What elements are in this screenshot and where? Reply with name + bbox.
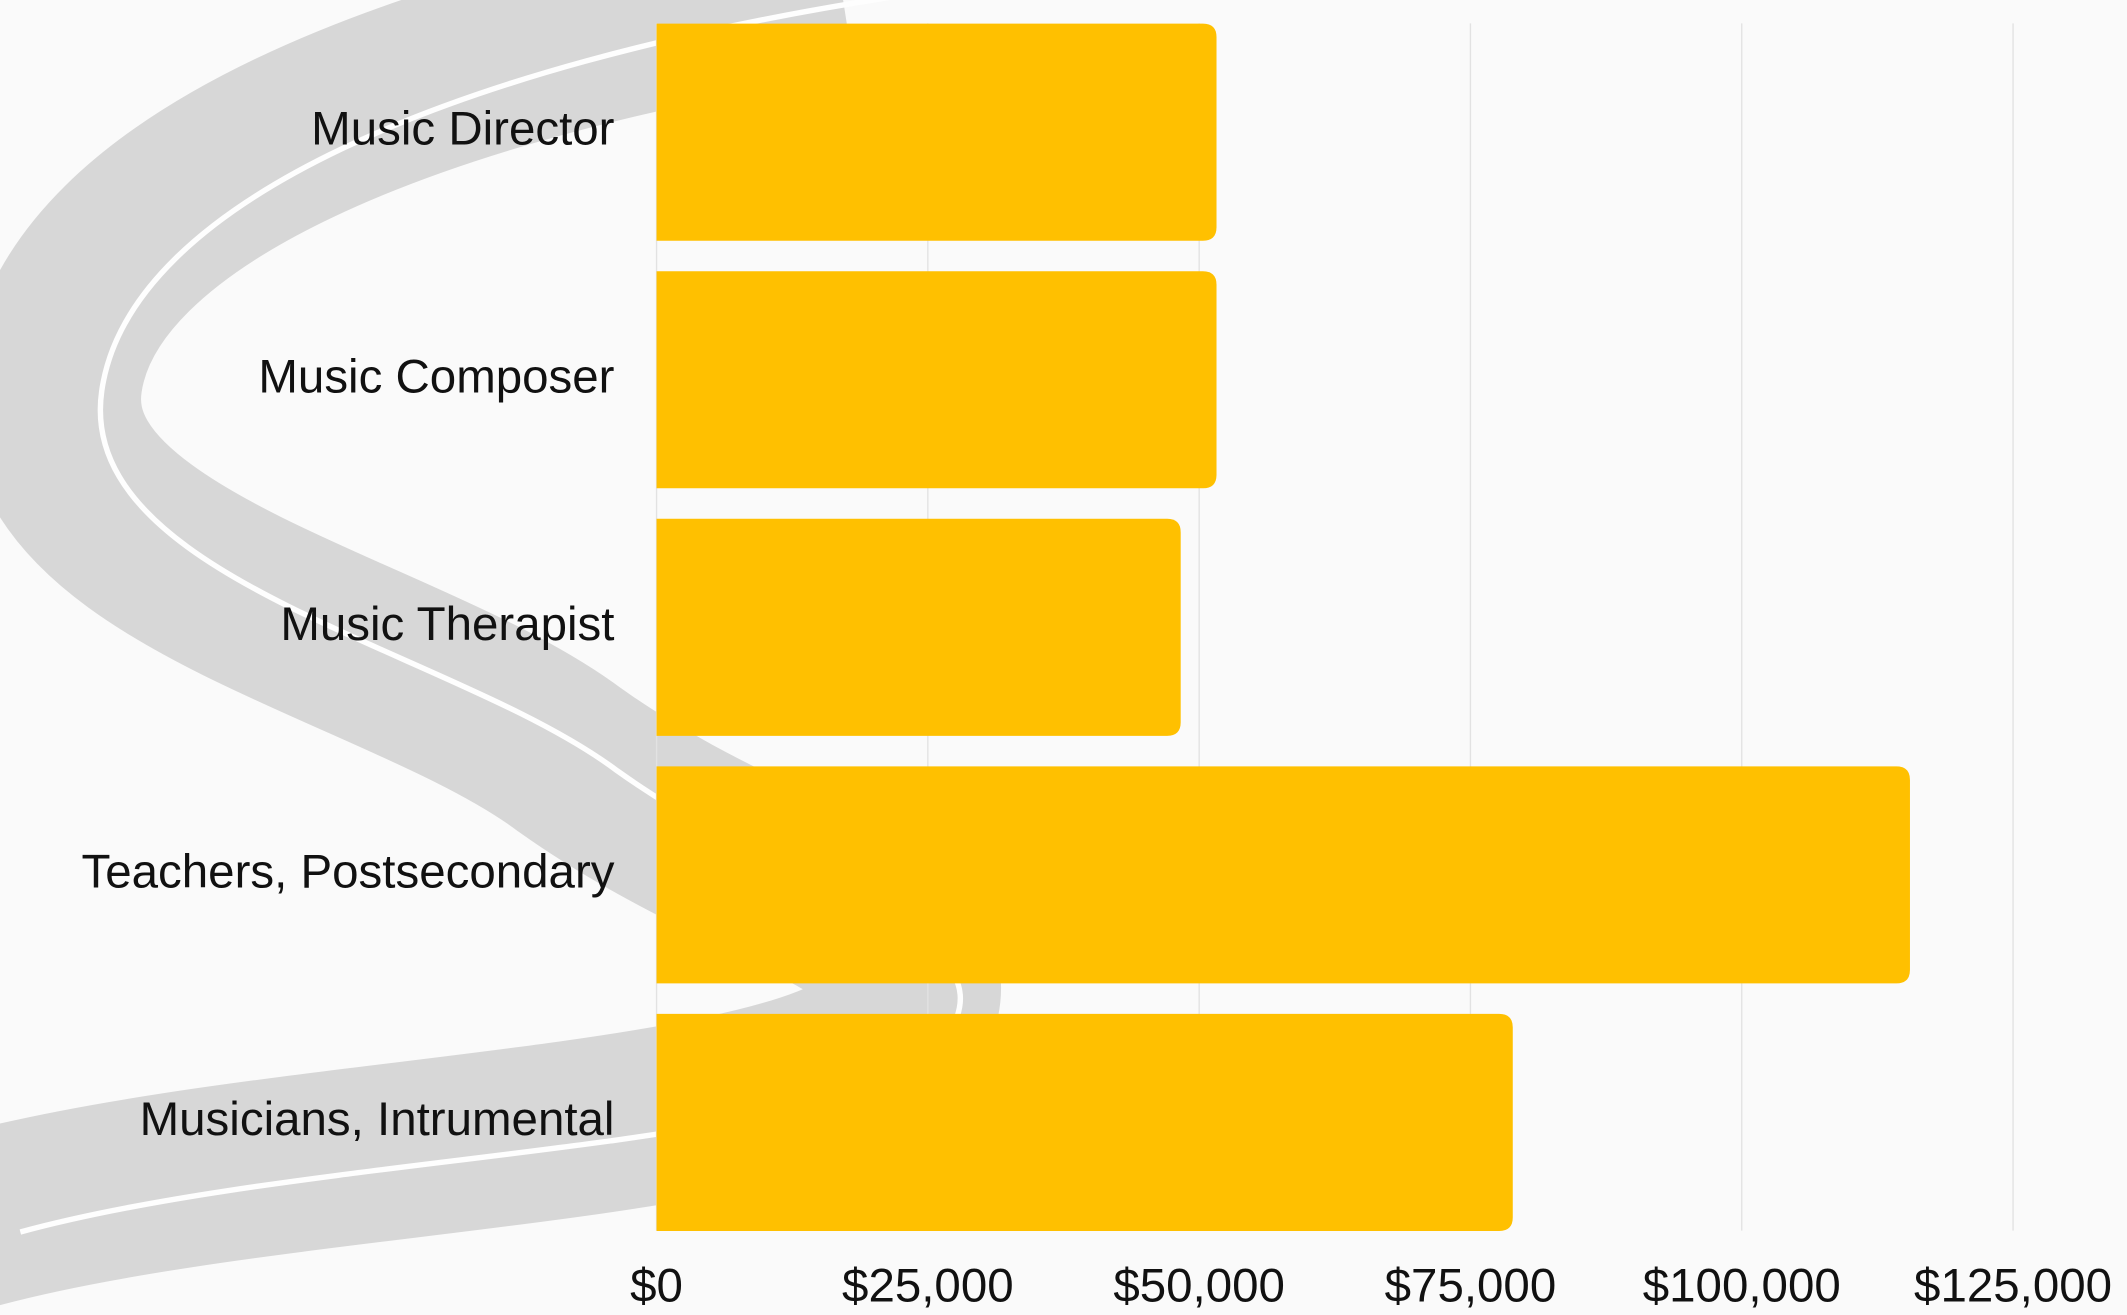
bar	[657, 24, 1217, 241]
x-tick-label: $125,000	[1914, 1260, 2112, 1313]
bar	[657, 519, 1181, 736]
chart: $0 $25,000 $50,000 $75,000 $100,000 $125,000 M…	[0, 0, 2127, 1315]
x-tick-label: $25,000	[842, 1260, 1014, 1313]
y-tick-label: Teachers, Postsecondary	[82, 845, 615, 898]
bar	[657, 271, 1217, 488]
x-tick-label: $50,000	[1113, 1260, 1285, 1313]
x-tick-label: $100,000	[1643, 1260, 1841, 1313]
x-tick-label: $75,000	[1385, 1260, 1557, 1313]
y-tick-label: Music Therapist	[280, 598, 614, 651]
y-tick-label: Music Director	[311, 103, 615, 156]
x-tick-label: $0	[630, 1260, 683, 1313]
page: {"chart_data": {"type": "bar", "orientat…	[0, 0, 2127, 1315]
bar	[657, 1014, 1513, 1231]
y-tick-label: Musicians, Intrumental	[140, 1093, 615, 1146]
bar	[657, 766, 1910, 983]
y-tick-label: Music Composer	[258, 350, 614, 403]
